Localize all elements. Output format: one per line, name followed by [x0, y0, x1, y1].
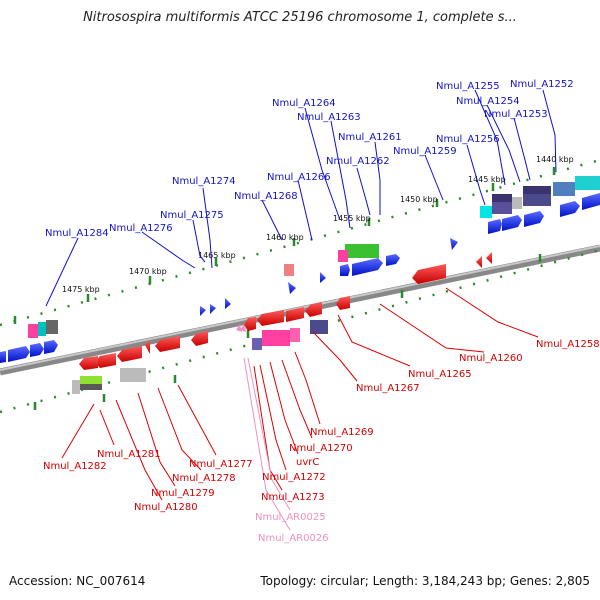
gene-label: Nmul_A1258: [536, 339, 600, 350]
gene-label: Nmul_A1274: [172, 176, 236, 187]
gene-label: Nmul_A1282: [43, 461, 107, 472]
gene-label: Nmul_A1263: [297, 112, 361, 123]
gene-label: Nmul_A1253: [484, 109, 548, 120]
forward-genes: [0, 193, 600, 363]
top-tick-row: [0, 158, 600, 327]
tick-label: 1445 kbp: [468, 175, 506, 184]
tick-label: 1465 kbp: [198, 251, 236, 260]
gene-label: uvrC: [296, 457, 319, 468]
gene-label: Nmul_A1270: [289, 443, 353, 454]
gene-label: Nmul_A1261: [338, 132, 402, 143]
gene-label: Nmul_A1254: [456, 96, 520, 107]
rna-gene-labels: Nmul_AR0025 Nmul_AR0026: [255, 512, 329, 544]
gene-label: Nmul_A1279: [151, 488, 215, 499]
gene-label: Nmul_A1275: [160, 210, 224, 221]
gene-label: Nmul_A1280: [134, 502, 198, 513]
gene-label: Nmul_A1266: [267, 172, 331, 183]
gene-label: Nmul_A1281: [97, 449, 161, 460]
tick-label: 1450 kbp: [400, 195, 438, 204]
gene-label: Nmul_A1265: [408, 369, 472, 380]
tick-label: 1460 kbp: [266, 233, 304, 242]
gene-label: Nmul_A1272: [262, 472, 326, 483]
gene-label: Nmul_A1255: [436, 81, 500, 92]
top-leader-lines: [45, 89, 557, 307]
tick-label: 1475 kbp: [62, 285, 100, 294]
top-feature-boxes: [28, 176, 600, 338]
gene-label: Nmul_AR0026: [258, 533, 329, 544]
bottom-feature-boxes: [72, 320, 328, 394]
gene-label: Nmul_A1284: [45, 228, 109, 239]
gene-label: Nmul_A1267: [356, 383, 420, 394]
tick-label: 1455 kbp: [333, 214, 371, 223]
gene-label: Nmul_A1268: [234, 191, 298, 202]
gene-label: Nmul_AR0025: [255, 512, 326, 523]
rna-leader-lines: [243, 357, 291, 531]
gene-label: Nmul_A1262: [326, 156, 390, 167]
gene-label: Nmul_A1269: [310, 427, 374, 438]
tick-label: 1470 kbp: [129, 267, 167, 276]
tick-label: 1440 kbp: [536, 155, 574, 164]
accession-text: Accession: NC_007614: [9, 574, 146, 588]
top-gene-labels: Nmul_A1252 Nmul_A1255 Nmul_A1254 Nmul_A1…: [45, 79, 574, 239]
reverse-genes: [79, 252, 492, 370]
gene-label: Nmul_A1252: [510, 79, 574, 90]
topology-text: Topology: circular; Length: 3,184,243 bp…: [260, 574, 590, 588]
tick-labels: 1440 kbp 1445 kbp 1450 kbp 1455 kbp 1460…: [62, 155, 574, 294]
map-title: Nitrosospira multiformis ATCC 25196 chro…: [83, 10, 517, 25]
gene-label: Nmul_A1260: [459, 353, 523, 364]
bottom-leader-lines: [61, 287, 539, 501]
gene-label: Nmul_A1273: [261, 492, 325, 503]
gene-label: Nmul_A1256: [436, 134, 500, 145]
gene-label: Nmul_A1278: [172, 473, 236, 484]
gene-label: Nmul_A1259: [393, 146, 457, 157]
bottom-gene-labels: Nmul_A1258 Nmul_A1260 Nmul_A1265 Nmul_A1…: [43, 339, 600, 513]
gene-label: Nmul_A1277: [189, 459, 253, 470]
gene-label: Nmul_A1264: [272, 98, 336, 109]
gene-label: Nmul_A1276: [109, 223, 173, 234]
